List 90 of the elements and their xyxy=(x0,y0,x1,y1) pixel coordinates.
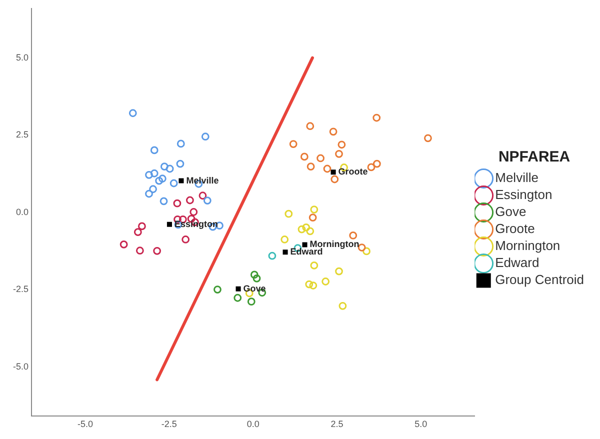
legend-label: Essington xyxy=(495,187,552,202)
point xyxy=(155,176,164,185)
point xyxy=(280,236,289,244)
point xyxy=(173,199,182,208)
point xyxy=(310,206,318,214)
point xyxy=(302,223,310,232)
annotation: Melville xyxy=(186,175,219,186)
point xyxy=(335,267,343,276)
legend-label: Edward xyxy=(495,255,540,270)
point xyxy=(329,128,338,136)
point xyxy=(338,140,346,149)
point xyxy=(145,190,153,198)
point xyxy=(306,162,315,171)
point xyxy=(372,114,381,122)
point xyxy=(322,278,330,286)
point xyxy=(214,286,222,294)
point xyxy=(268,252,276,260)
point xyxy=(372,160,381,168)
annotation: Mornington xyxy=(310,239,360,250)
point xyxy=(284,210,293,218)
point xyxy=(236,286,241,292)
point xyxy=(309,282,318,290)
point xyxy=(160,197,168,206)
point xyxy=(138,222,146,230)
point xyxy=(178,178,184,184)
point xyxy=(310,261,318,270)
annotation: Gove xyxy=(243,283,266,294)
point xyxy=(330,170,336,175)
point xyxy=(289,140,298,148)
x-tick-label: -2.5 xyxy=(161,419,177,430)
point xyxy=(308,214,317,222)
y-tick-label: -2.5 xyxy=(12,284,29,294)
point xyxy=(201,132,210,141)
point xyxy=(198,192,207,200)
point xyxy=(190,208,198,216)
legend-label: Mornington xyxy=(495,238,560,254)
point xyxy=(305,280,314,288)
point xyxy=(247,298,256,306)
point xyxy=(150,146,158,154)
point xyxy=(335,150,343,158)
y-tick-label: 5.0 xyxy=(16,52,29,62)
point xyxy=(424,134,432,142)
point xyxy=(145,170,153,179)
point xyxy=(330,175,339,184)
point xyxy=(170,179,178,188)
point xyxy=(302,242,308,248)
point xyxy=(182,236,190,244)
y-tick-label: 2.5 xyxy=(16,130,29,140)
point xyxy=(150,169,158,178)
point xyxy=(250,270,258,279)
point xyxy=(298,225,306,234)
x-tick-label: 2.5 xyxy=(330,419,344,430)
point xyxy=(323,164,332,173)
point xyxy=(316,154,324,162)
point xyxy=(176,140,185,148)
point xyxy=(136,246,144,255)
point xyxy=(282,250,288,255)
point xyxy=(160,162,168,171)
point xyxy=(349,232,358,240)
annotation: Edward xyxy=(290,246,323,257)
point xyxy=(134,228,142,236)
x-tick-label: 5.0 xyxy=(414,419,428,430)
point xyxy=(362,247,370,256)
point xyxy=(234,294,242,302)
point xyxy=(128,109,137,118)
legend-label: Groote xyxy=(495,221,535,236)
point xyxy=(166,164,174,173)
x-tick-label: -5.0 xyxy=(77,419,93,430)
legend-label: Gove xyxy=(495,204,526,220)
point xyxy=(120,240,128,248)
x-tick-label: 0.0 xyxy=(246,419,260,430)
point xyxy=(338,302,347,310)
point xyxy=(149,185,157,194)
point xyxy=(176,160,184,168)
y-tick-label: 0.0 xyxy=(16,206,29,217)
annotation: Groote xyxy=(338,166,368,177)
point xyxy=(306,122,314,130)
point xyxy=(166,222,172,227)
point xyxy=(186,196,194,204)
point xyxy=(252,274,261,282)
legend-title: NPFAREA xyxy=(498,148,570,166)
point xyxy=(367,163,376,172)
point xyxy=(158,174,166,183)
point xyxy=(203,196,212,205)
y-tick-label: -5.0 xyxy=(12,361,29,372)
point xyxy=(153,246,162,255)
point xyxy=(300,152,308,161)
point xyxy=(306,227,314,236)
legend-label: Melville xyxy=(495,170,538,186)
legend-label: Group Centroid xyxy=(495,272,584,288)
